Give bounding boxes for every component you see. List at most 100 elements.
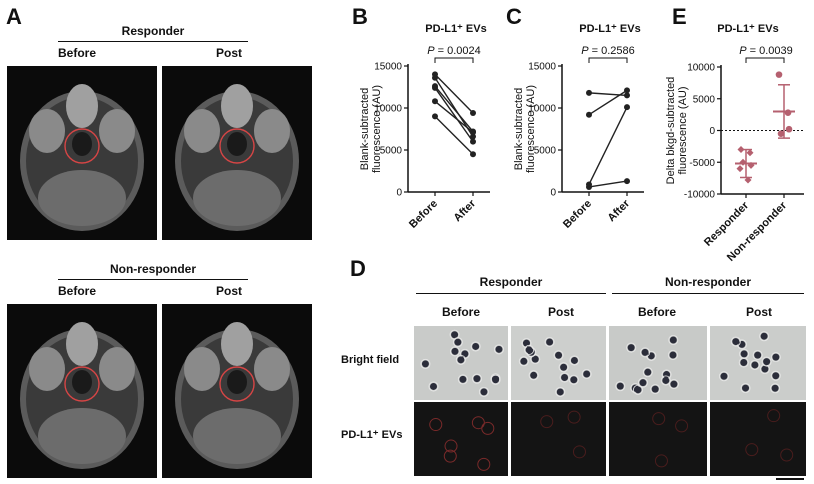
bead-halo [730, 336, 741, 347]
fluorescent-bead [481, 421, 495, 435]
panel-a-responder-post: Post [216, 46, 243, 60]
bead [771, 384, 779, 392]
e-ytick-label: 5000 [693, 94, 716, 105]
mri-cerebellum [38, 170, 126, 226]
panel-d-nonresponder-post: Post [746, 305, 773, 319]
e-ytick-label: -5000 [689, 158, 715, 169]
bead [556, 388, 564, 396]
mri-nasopharynx [227, 370, 247, 394]
b-ytick-label: 5000 [380, 146, 403, 157]
bead [647, 352, 655, 360]
bead-halo [428, 381, 439, 392]
mri-left-region [29, 109, 65, 153]
bead-halo [642, 367, 653, 378]
panel-d-row-bright-field: Bright field [341, 354, 400, 366]
fluorescent-bead [443, 449, 457, 463]
bead-halo [455, 354, 466, 365]
bead-halo [650, 384, 661, 395]
fluorescent-bead [675, 419, 689, 433]
mri-cerebellum [193, 170, 281, 226]
bead [570, 376, 578, 384]
b-point-before [432, 74, 438, 81]
scale-bar [776, 478, 804, 480]
bead [616, 382, 624, 390]
b-point-after [470, 129, 476, 136]
e-point-nonresponder [785, 125, 793, 133]
panel-d-row-pdl1-evs: PD-L1⁺ EVs [341, 429, 403, 441]
e-point-responder [736, 165, 744, 173]
bead [546, 338, 554, 346]
bead-halo [660, 375, 671, 386]
bead-halo [739, 348, 750, 359]
bright-field-responder-before [414, 326, 508, 400]
c-pair-line [588, 89, 628, 116]
bead-halo [626, 342, 637, 353]
b-xtick-label: Before [407, 198, 440, 231]
mri-lesion-circle [64, 366, 100, 402]
fluorescent-bead [567, 410, 581, 424]
bead [740, 350, 748, 358]
panel-d-label: D [350, 256, 366, 281]
c-pvalue: P = 0.2586 [581, 45, 635, 57]
bead-halo [740, 383, 751, 394]
bead [742, 384, 750, 392]
mri-cerebellum [38, 408, 126, 464]
bead-halo [553, 350, 564, 361]
bead [720, 372, 728, 380]
panel-e-label: E [672, 4, 687, 29]
fluorescence-nonresponder-before [609, 402, 707, 476]
b-ylabel-line2: fluorescence (AU) [371, 85, 383, 173]
fluorescent-bead [572, 445, 586, 459]
chart-c: PD-L1⁺ EVs P = 0.2586 0 5000 10000 15000 Blank… [513, 23, 644, 231]
panel-b-label: B [352, 4, 368, 29]
mri-nasal-region [221, 322, 253, 366]
fluorescent-bead [745, 443, 759, 457]
bead-halo [718, 371, 729, 382]
bead-halo [749, 359, 760, 370]
e-point-responder [746, 149, 754, 157]
e-ylabel: Delta bkgd-subtracted fluorescence (AU) [665, 77, 689, 185]
b-point-before [432, 113, 438, 120]
mri-right-region [254, 347, 290, 391]
bead-halo [518, 356, 529, 367]
e-point-nonresponder [784, 109, 792, 117]
c-ytick-label: 10000 [528, 104, 556, 115]
panel-d-responder-rule [416, 293, 606, 294]
bead [555, 351, 563, 359]
bead-halo [738, 357, 749, 368]
bead-halo [524, 344, 535, 355]
e-point-responder [747, 161, 755, 169]
panel-a-nonresponder-before: Before [58, 284, 97, 298]
bead-halo [770, 352, 781, 363]
panel-d-responder-before: Before [442, 305, 481, 319]
e-point-responder [739, 158, 747, 166]
bead [669, 336, 677, 344]
bead [530, 371, 538, 379]
mri-cerebellum [193, 408, 281, 464]
bead [627, 344, 635, 352]
bead [520, 357, 528, 365]
c-sig-bracket [588, 57, 628, 63]
b-point-after [470, 151, 476, 158]
mri-nasopharynx [72, 132, 92, 156]
b-pair-line [434, 73, 474, 114]
c-point-after [624, 87, 630, 94]
bead [763, 358, 771, 366]
e-ytick-label: -10000 [684, 190, 716, 201]
bead-halo [568, 374, 579, 385]
bead [492, 376, 500, 384]
bead [451, 331, 459, 339]
c-ytick-label: 5000 [534, 146, 557, 157]
bead-halo [493, 344, 504, 355]
bead [570, 356, 578, 364]
panel-d-responder-title: Responder [479, 275, 543, 289]
bead-halo [667, 350, 678, 361]
bead-halo [770, 383, 781, 394]
mri-left-region [184, 347, 220, 391]
bead-halo [478, 386, 489, 397]
bead [531, 355, 539, 363]
bead-halo [470, 341, 481, 352]
mri-lesion-circle [64, 128, 100, 164]
bead-halo [632, 384, 643, 395]
bright-field-nonresponder-post [710, 326, 806, 400]
